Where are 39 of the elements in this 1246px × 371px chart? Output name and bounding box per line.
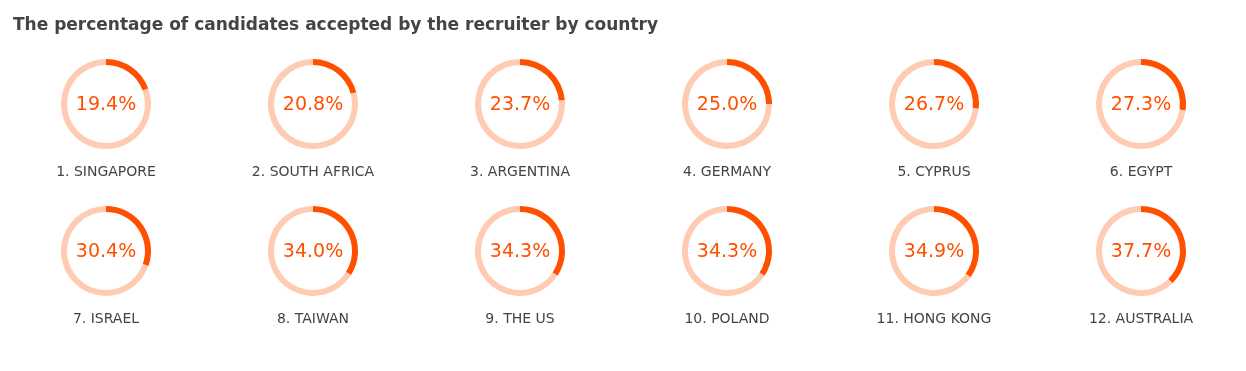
text: 9. THE US — [485, 310, 555, 326]
data-label: 34.0% — [282, 239, 344, 261]
donut-slice — [889, 59, 979, 149]
donut-slice — [313, 59, 357, 94]
donut-slice — [61, 59, 151, 149]
donut-slice — [475, 59, 565, 149]
donut-slice — [682, 206, 765, 296]
text: 5. CYPRUS — [897, 163, 971, 179]
text: 8. TAIWAN — [276, 310, 350, 326]
text: 4. GERMANY — [683, 163, 772, 179]
donut-slice — [1096, 206, 1173, 296]
data-label: 23.7% — [489, 92, 551, 114]
donut-slice — [106, 59, 149, 91]
data-label: 27.3% — [1110, 92, 1172, 114]
text: 11. HONG KONG — [876, 310, 992, 326]
donut-slice — [61, 206, 149, 296]
data-label: 34.3% — [696, 239, 758, 261]
text: 10. POLAND — [684, 310, 770, 326]
data-label: 25.0% — [696, 92, 758, 114]
text: 7. ISRAEL — [72, 310, 140, 326]
text: The percentage of candidates accepted by the recruiter by country — [13, 14, 659, 34]
data-label: 34.9% — [903, 239, 965, 261]
donut-slice — [475, 206, 558, 296]
data-label: 19.4% — [75, 92, 137, 114]
text: 2. SOUTH AFRICA — [251, 163, 375, 179]
donut-slice — [682, 59, 772, 149]
text: 12. AUSTRALIA — [1088, 310, 1194, 326]
donut-slice — [268, 206, 351, 296]
data-label: 30.4% — [75, 239, 137, 261]
donut-slice — [268, 59, 358, 149]
donut-slice — [1096, 59, 1186, 149]
data-label: 37.7% — [1110, 239, 1172, 261]
data-label: 34.3% — [489, 239, 551, 261]
text: 6. EGYPT — [1109, 163, 1173, 179]
data-label: 26.7% — [903, 92, 965, 114]
data-label: 20.8% — [282, 92, 344, 114]
text: 3. ARGENTINA — [469, 163, 571, 179]
donut-slice — [889, 206, 971, 296]
text: 1. SINGAPORE — [56, 163, 156, 179]
